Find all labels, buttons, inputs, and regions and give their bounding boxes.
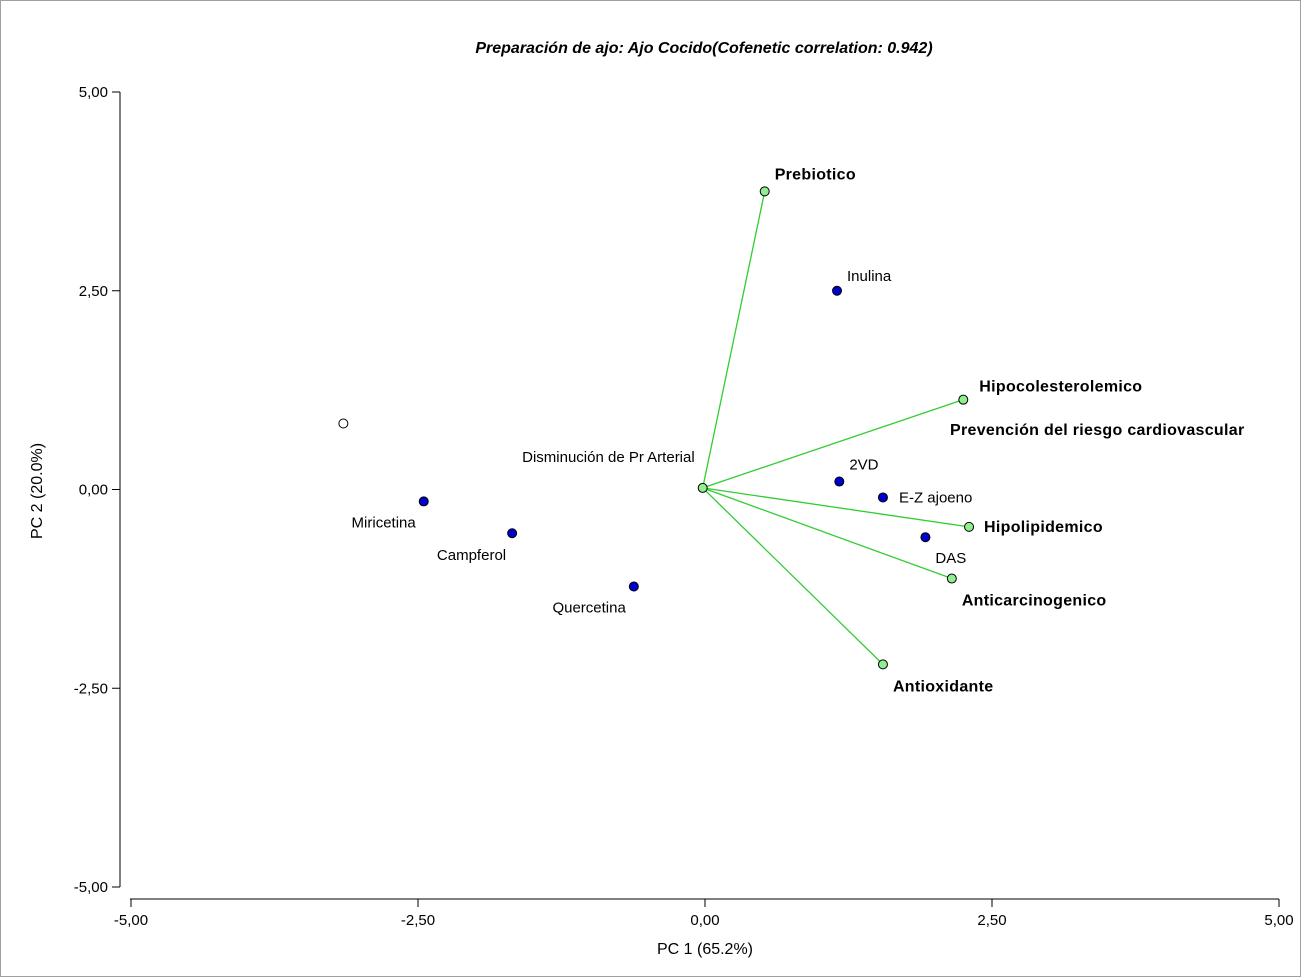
observation-point bbox=[877, 492, 888, 503]
observation-point bbox=[832, 285, 843, 296]
variable-vector bbox=[702, 487, 884, 665]
observation-point bbox=[418, 496, 429, 507]
variable-label: Prebiotico bbox=[775, 166, 856, 183]
observation-label: Campferol bbox=[437, 547, 506, 564]
observation-label: E-Z ajoeno bbox=[899, 489, 972, 506]
observation-label: 2VD bbox=[849, 457, 878, 474]
y-tick-label: 2,50 bbox=[79, 283, 108, 300]
x-axis-title: PC 1 (65.2%) bbox=[657, 941, 753, 958]
x-tick-label: 0,00 bbox=[690, 912, 719, 929]
variable-point bbox=[964, 521, 975, 532]
y-tick-label: -2,50 bbox=[74, 680, 108, 697]
y-tick-label: 0,00 bbox=[79, 482, 108, 499]
x-tick-label: 2,50 bbox=[977, 912, 1006, 929]
observation-point bbox=[628, 581, 639, 592]
observation-point bbox=[920, 532, 931, 543]
variable-point bbox=[759, 186, 770, 197]
observation-label: Quercetina bbox=[552, 599, 626, 616]
variable-point bbox=[697, 482, 708, 493]
variable-point bbox=[946, 573, 957, 584]
x-tick-label: 5,00 bbox=[1264, 912, 1293, 929]
variable-label: Disminución de Pr Arterial bbox=[522, 449, 695, 466]
variable-label: Anticarcinogenico bbox=[962, 593, 1107, 610]
observation-point bbox=[834, 476, 845, 487]
variable-vector bbox=[702, 191, 766, 489]
variable-label: Antioxidante bbox=[893, 678, 994, 695]
variable-point bbox=[338, 418, 349, 429]
variable-label: Prevención del riesgo cardiovascular bbox=[950, 422, 1244, 439]
observation-label: DAS bbox=[935, 550, 966, 567]
variable-point bbox=[877, 659, 888, 670]
observation-point bbox=[507, 528, 518, 539]
observation-label: Miricetina bbox=[352, 514, 417, 531]
variable-label: Hipocolesterolemico bbox=[979, 379, 1142, 396]
x-tick-label: -2,50 bbox=[401, 912, 435, 929]
x-tick-label: -5,00 bbox=[114, 912, 148, 929]
variable-vector bbox=[702, 487, 953, 580]
chart-title: Preparación de ajo: Ajo Cocido(Cofenetic… bbox=[475, 40, 932, 57]
variable-label: Hipolipidemico bbox=[984, 519, 1103, 536]
variable-point bbox=[958, 394, 969, 405]
variable-vector bbox=[702, 487, 970, 528]
variable-vector bbox=[702, 399, 964, 489]
y-axis-title: PC 2 (20.0%) bbox=[29, 443, 46, 539]
observation-label: Inulina bbox=[847, 268, 892, 285]
y-tick-label: -5,00 bbox=[74, 879, 108, 896]
y-tick-label: 5,00 bbox=[79, 84, 108, 101]
